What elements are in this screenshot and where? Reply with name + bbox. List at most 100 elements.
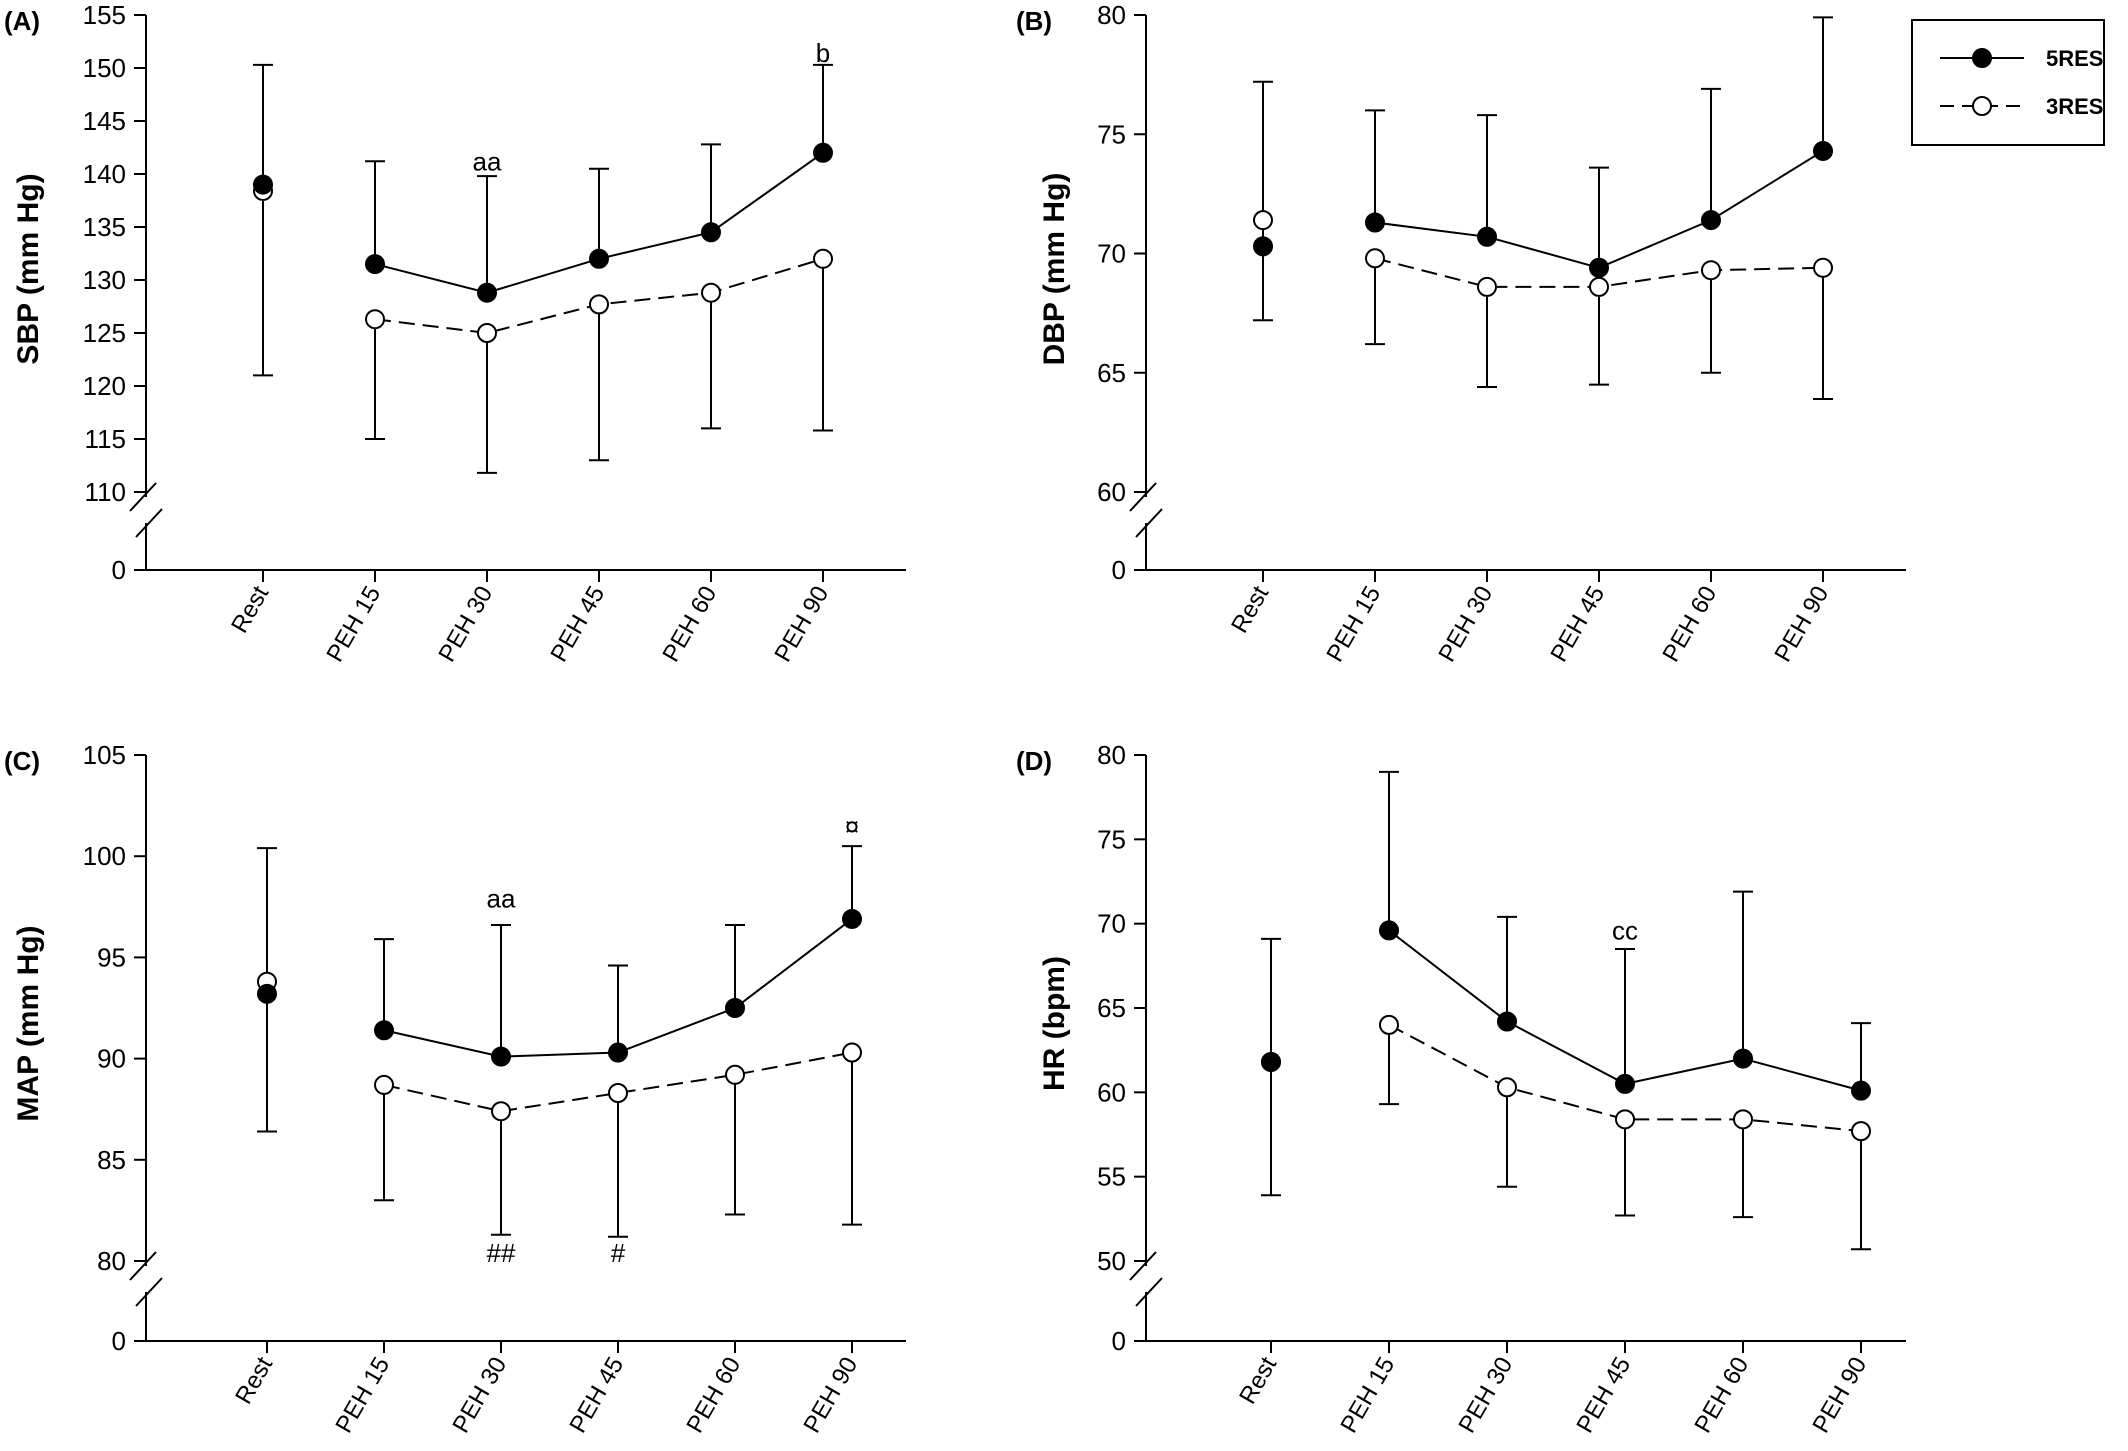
data-point-3res [608,1083,628,1104]
y-tick-label: 115 [85,424,126,454]
legend-box [1911,19,2105,146]
y-tick-label: 95 [97,942,126,972]
data-point-3res [1701,260,1721,281]
data-point-3res [1477,276,1497,297]
data-point-5res [477,282,497,303]
x-tick-label: PEH 15 [1335,1353,1400,1438]
legend-marker-3res [1972,96,1992,116]
significance-annotation: aa [487,884,516,914]
legend-label-5res: 5RES [2046,46,2103,71]
data-point-5res [725,998,745,1018]
y-axis-label: MAP (mm Hg) [12,925,45,1121]
axis-break-mark-lower [1135,508,1163,538]
data-point-3res [1851,1121,1871,1142]
x-tick-label: Rest [1226,581,1274,638]
data-point-3res [725,1064,745,1085]
axis-break-mark-lower [135,1277,163,1307]
data-point-5res [1589,257,1609,278]
y-tick-label: 145 [83,106,126,136]
data-point-3res [491,1101,511,1122]
significance-annotation: ¤ [845,811,859,841]
data-point-5res [1477,226,1497,247]
y-tick-label: 130 [83,265,126,295]
data-point-3res [1615,1109,1635,1130]
data-point-3res [365,309,385,330]
data-point-5res [813,142,833,163]
chart-panel-1: (A) SBP (mm Hg) 110 115 120 125 130 135 140 145 15… [4,0,906,667]
y-tick-label: 70 [1097,909,1126,939]
y-tick-label: 125 [83,318,126,348]
data-point-3res [1813,257,1833,278]
data-point-5res [701,222,721,243]
series-line-3res [383,1051,853,1113]
x-tick-label: Rest [230,1352,278,1409]
y-tick-label: 70 [1097,239,1126,269]
y-tick-label: 135 [83,212,126,242]
y-axis-label: SBP (mm Hg) [12,173,45,364]
legend-marker-5res [1972,48,1992,68]
y-tick-label: 140 [83,159,126,189]
data-point-3res [374,1074,394,1095]
x-tick-label: PEH 90 [769,582,834,667]
panel-label: (D) [1016,746,1052,776]
y-tick-label: 150 [83,53,126,83]
data-point-5res [1365,212,1385,233]
data-point-5res [1733,1048,1753,1069]
y-axis-label: DBP (mm Hg) [1038,173,1071,366]
chart-panel-2: (B) DBP (mm Hg) 60 65 70 75 80 0 Rest PEH 15 PEH 3… [1016,0,1906,667]
x-tick-label: PEH 90 [1769,582,1834,667]
y-tick-label: 80 [97,1246,126,1276]
x-tick-label: PEH 60 [1689,1353,1754,1438]
data-point-3res [589,294,609,315]
y-tick-label: 65 [1097,993,1126,1023]
data-point-3res [1379,1014,1399,1035]
y-tick-label: 50 [1097,1246,1126,1276]
data-point-5res [1253,236,1273,257]
x-tick-label: PEH 15 [330,1353,395,1438]
axis-break-mark-lower [135,508,163,538]
significance-annotation: b [816,38,830,68]
x-tick-label: Rest [1234,1352,1282,1409]
y-tick-label: 65 [1097,358,1126,388]
y-axis-label: HR (bpm) [1038,956,1071,1091]
x-tick-label: PEH 60 [681,1353,746,1438]
data-point-3res [477,323,497,343]
data-point-3res [1733,1109,1753,1130]
panel-label: (A) [4,6,40,36]
axis-break-mark-lower [1135,1277,1163,1307]
y-tick-label: 105 [83,740,126,770]
data-point-5res [1701,210,1721,231]
y-tick-label: 90 [97,1044,126,1074]
data-point-5res [491,1046,511,1067]
data-point-3res [1253,210,1273,231]
y-tick-label: 55 [1097,1162,1126,1192]
x-tick-label: Rest [226,581,274,638]
data-point-5res [257,983,277,1004]
y-tick-label: 75 [1097,119,1126,149]
data-point-5res [1379,920,1399,941]
data-point-5res [1497,1011,1517,1032]
x-tick-label: PEH 30 [1433,582,1498,667]
x-tick-label: PEH 45 [545,582,610,667]
x-tick-label: PEH 60 [1657,582,1722,667]
significance-annotation: cc [1612,915,1638,945]
x-tick-label: PEH 15 [321,582,386,667]
y-tick-label: 75 [1097,824,1126,854]
axis-break-mark-upper [1129,482,1157,512]
y-tick-label-baseline: 0 [112,1326,126,1356]
y-tick-label-baseline: 0 [112,555,126,585]
data-point-5res [374,1020,394,1041]
x-tick-label: PEH 15 [1321,582,1386,667]
y-tick-label: 60 [1097,1077,1126,1107]
y-tick-label: 155 [83,0,126,30]
chart-panel-3: (C) MAP (mm Hg) 80 85 90 95 100 105 0 Rest PEH 15 P… [4,740,906,1438]
y-tick-label: 60 [1097,477,1126,507]
panels-group: (A) SBP (mm Hg) 110 115 120 125 130 135 140 145 15… [4,0,1906,1438]
data-point-5res [253,174,273,195]
legend-label-3res: 3RES [2046,94,2103,119]
x-tick-label: PEH 30 [1453,1353,1518,1438]
data-point-3res [1365,248,1385,269]
data-point-5res [1813,140,1833,161]
data-point-5res [842,908,862,929]
